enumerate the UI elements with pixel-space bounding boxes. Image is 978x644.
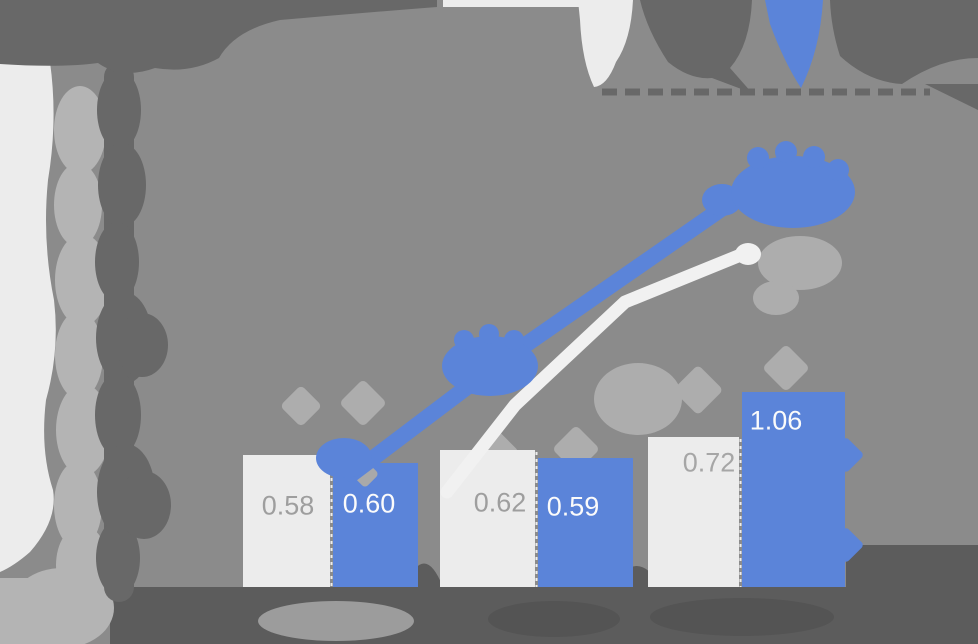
bar-group2-blue — [538, 458, 633, 587]
blue-line-end-label-blob — [731, 156, 855, 228]
legend-right-wedge — [925, 84, 978, 110]
bar-group1-light — [243, 455, 330, 587]
y-axis-tick-blob-column — [95, 62, 171, 602]
bar-group2-light — [440, 450, 535, 587]
chart-title-blob — [0, 0, 437, 73]
blue-blob-bump — [803, 146, 825, 168]
light-line-end-label-blob — [758, 236, 842, 290]
legend-swatch-light — [578, 0, 633, 87]
bar-value-group2-light: 0.62 — [473, 487, 527, 518]
gray-diamond-blob — [674, 366, 722, 414]
blue-line-start-blob — [316, 438, 372, 478]
bar-value-group1-blue: 0.60 — [342, 488, 396, 519]
y-title-blob — [54, 163, 102, 247]
bar-group3-blue-bulge — [829, 528, 863, 562]
legend-swatch-blue — [765, 0, 823, 88]
y-title-blob — [54, 86, 106, 174]
bar-value-group3-blue: 1.06 — [749, 405, 803, 436]
bar-value-group2-blue: 0.59 — [546, 491, 600, 522]
blue-blob-bump — [827, 159, 849, 181]
x-label-blob-group-2 — [488, 601, 620, 637]
y-tick-blob — [116, 313, 168, 377]
bar-group1-blue — [333, 463, 418, 587]
x-axis-label-blobs — [258, 598, 834, 641]
bars-group — [243, 392, 863, 587]
y-title-blob — [55, 311, 103, 399]
left-page-strip — [0, 62, 56, 572]
x-label-blob-group-1 — [258, 601, 414, 641]
bar-value-group3-light: 0.72 — [682, 447, 736, 478]
gray-diamond-blob — [341, 381, 385, 425]
y-tick-blob — [97, 70, 141, 150]
bottom-left-light-corner — [10, 568, 114, 644]
light-line-end-marker — [735, 243, 761, 265]
legend-white-tail — [443, 0, 583, 7]
light-line-end-label-blob — [753, 281, 799, 315]
light-line — [440, 245, 755, 499]
legend-label-blob-2 — [830, 0, 978, 84]
bar-group3-light — [648, 437, 739, 587]
blue-line-series — [316, 141, 855, 482]
y-tick-blob — [117, 471, 171, 539]
light-line-series — [440, 243, 761, 499]
blue-blob-bump — [504, 330, 524, 350]
y-tick-blob — [96, 520, 140, 596]
blue-blob-bump — [775, 141, 797, 163]
bar-value-group1-light: 0.58 — [261, 490, 315, 521]
y-axis-title-blob-column — [0, 86, 114, 644]
bar-group3-blue-bulge — [829, 438, 863, 472]
blue-line-mid-label-blob — [442, 336, 538, 396]
blue-blob-bump — [747, 147, 769, 169]
bar-group3-blue — [742, 392, 845, 587]
gray-diamond-blob — [764, 346, 808, 390]
gray-cluster-blob — [594, 363, 682, 435]
legend-label-blob-1 — [640, 0, 752, 93]
x-label-blob-group-3 — [650, 598, 834, 636]
y-tick-blob — [95, 222, 139, 302]
blue-blob-bump — [479, 324, 499, 344]
legend — [443, 0, 978, 110]
blue-blob-bump — [454, 330, 474, 350]
y-tick-blob — [98, 143, 146, 227]
gray-diamond-blob — [281, 386, 321, 426]
y-tick-blob — [95, 373, 141, 457]
